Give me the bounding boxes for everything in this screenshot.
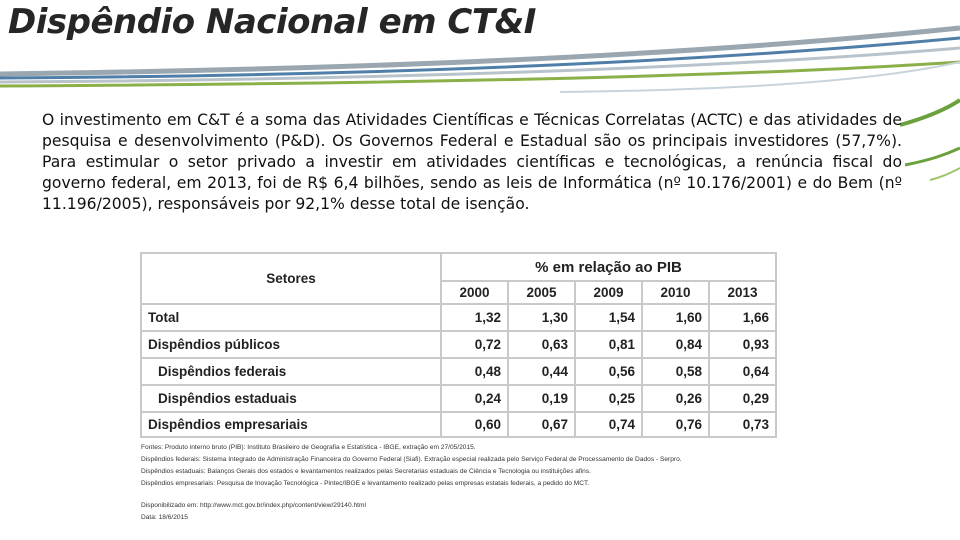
row-label: Total (140, 303, 442, 332)
footnote: Disponibilizado em: http://www.mct.gov.b… (141, 502, 366, 509)
column-header: 2010 (641, 280, 710, 305)
row-label: Dispêndios federais (140, 357, 442, 386)
cell: 0,76 (641, 411, 710, 438)
cell: 0,29 (708, 384, 777, 413)
cell: 0,25 (574, 384, 643, 413)
decoration (0, 25, 960, 181)
footnotes: Fontes: Produto interno bruto (PIB): Ins… (141, 442, 781, 524)
footnote: Dispêndios federais: Sistema Integrado d… (141, 456, 682, 463)
row-label: Dispêndios empresariais (140, 411, 442, 438)
cell: 0,48 (440, 357, 509, 386)
cell: 0,84 (641, 330, 710, 359)
table-row: Dispêndios federais 0,48 0,44 0,56 0,58 0,64 (140, 357, 777, 386)
slide-title: Dispêndio Nacional em CT&I (8, 2, 536, 42)
table-row: Dispêndios estaduais 0,24 0,19 0,25 0,26 0,29 (140, 384, 777, 413)
cell: 0,67 (507, 411, 576, 438)
cell: 0,93 (708, 330, 777, 359)
data-table: Setores % em relação ao PIB 2000 2005 2009… (140, 252, 777, 438)
cell: 1,32 (440, 303, 509, 332)
row-header: Setores (140, 252, 442, 305)
cell: 0,60 (440, 411, 509, 438)
column-header: 2000 (440, 280, 509, 305)
column-header: 2013 (708, 280, 777, 305)
cell: 0,24 (440, 384, 509, 413)
group-header: % em relação ao PIB (440, 252, 777, 282)
footnote: Data: 18/6/2015 (141, 514, 188, 521)
cell: 0,81 (574, 330, 643, 359)
cell: 0,74 (574, 411, 643, 438)
cell: 1,66 (708, 303, 777, 332)
footnote: Fontes: Produto interno bruto (PIB): Ins… (141, 444, 476, 451)
table-row: Dispêndios empresariais 0,60 0,67 0,74 0,76 0… (140, 411, 777, 438)
footnote: Dispêndios empresariais: Pesquisa de Ino… (141, 480, 590, 487)
cell: 0,58 (641, 357, 710, 386)
column-header: 2009 (574, 280, 643, 305)
cell: 0,56 (574, 357, 643, 386)
table-row: Total 1,32 1,30 1,54 1,60 1,66 (140, 303, 777, 332)
cell: 1,54 (574, 303, 643, 332)
cell: 0,64 (708, 357, 777, 386)
cell: 0,44 (507, 357, 576, 386)
row-label: Dispêndios estaduais (140, 384, 442, 413)
cell: 0,63 (507, 330, 576, 359)
table-row: Dispêndios públicos 0,72 0,63 0,81 0,84 0,93 (140, 330, 777, 359)
cell: 1,60 (641, 303, 710, 332)
cell: 0,73 (708, 411, 777, 438)
cell: 0,72 (440, 330, 509, 359)
paragraph: O investimento em C&T é a soma das Ativi… (42, 111, 902, 213)
row-label: Dispêndios públicos (140, 330, 442, 359)
footnote: Dispêndios estaduais: Balanços Gerais do… (141, 468, 591, 475)
cell: 0,19 (507, 384, 576, 413)
cell: 0,26 (641, 384, 710, 413)
cell: 1,30 (507, 303, 576, 332)
column-header: 2005 (507, 280, 576, 305)
